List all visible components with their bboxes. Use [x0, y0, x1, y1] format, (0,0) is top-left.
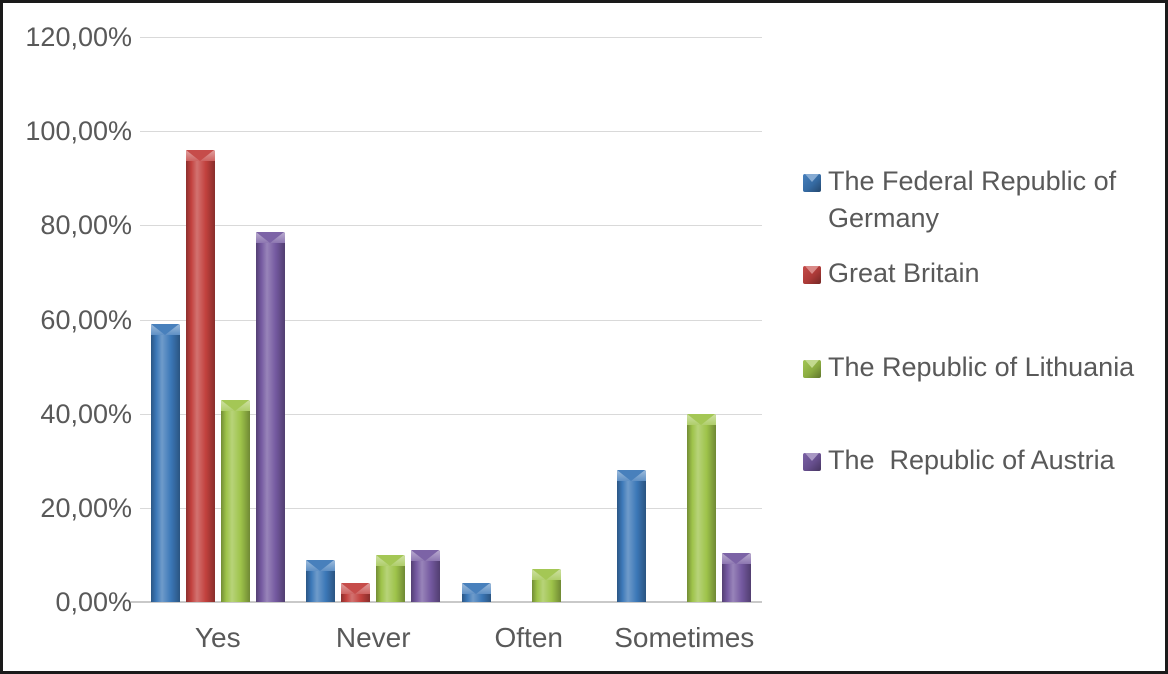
bar-series2-yes: [185, 150, 215, 602]
y-tick-label: 120,00%: [25, 22, 132, 52]
gridline: [140, 225, 762, 227]
bar-bevel-notch: [722, 553, 751, 564]
y-tick-label: 80,00%: [40, 210, 132, 241]
y-tick-label: 100,00%: [25, 116, 132, 147]
legend-label: The Republic of Austria: [828, 445, 1115, 475]
legend-item-series3: The Republic of Lithuania: [803, 349, 1134, 386]
legend-swatch-bevel: [805, 266, 819, 274]
gridline: [140, 507, 762, 509]
y-tick-label: 40,00%: [40, 398, 132, 429]
x-axis-line: [131, 601, 762, 603]
bar-bevel-notch: [617, 470, 646, 481]
legend: The Federal Republic of Germany Great Bri…: [803, 3, 1155, 671]
bar-series3-often: [531, 569, 561, 602]
bar-bevel-notch: [220, 400, 249, 411]
y-tick-label: 60,00%: [40, 304, 132, 335]
bar-series4-yes: [255, 232, 285, 602]
bar-group-yes: [140, 37, 296, 602]
y-tick-label: 20,00%: [40, 492, 132, 523]
legend-item-series2: Great Britain: [803, 255, 980, 292]
bar-bevel-notch: [411, 550, 440, 561]
bar-group-often: [451, 37, 607, 602]
bar-bevel-notch: [376, 555, 405, 566]
legend-swatch-bevel: [805, 174, 819, 182]
legend-item-series1: The Federal Republic of Germany: [803, 163, 1150, 237]
legend-label: The Federal Republic of Germany: [828, 166, 1124, 233]
x-axis: Yes Never Often Sometimes: [140, 619, 762, 659]
bar-group-sometimes: [607, 37, 763, 602]
bar-series3-sometimes: [687, 414, 717, 602]
bar-series1-never: [306, 560, 336, 602]
gridline: [140, 37, 762, 38]
bar-series1-yes: [150, 324, 180, 602]
bar-bevel-notch: [341, 583, 370, 594]
legend-swatch-icon: [803, 453, 821, 471]
bar-series2-never: [341, 583, 371, 602]
bar-series3-never: [376, 555, 406, 602]
bar-series3-yes: [220, 400, 250, 602]
x-tick-label-sometimes: Sometimes: [614, 622, 755, 653]
bar-bevel-notch: [306, 560, 335, 571]
bar-group-never: [296, 37, 452, 602]
legend-label: The Republic of Lithuania: [828, 352, 1135, 382]
bar-series1-sometimes: [617, 470, 647, 602]
bar-bevel-notch: [255, 232, 284, 243]
legend-swatch-bevel: [805, 453, 819, 461]
legend-item-series4: The Republic of Austria: [803, 442, 1115, 479]
gridline: [140, 413, 762, 415]
x-tick-label-often: Often: [494, 622, 563, 653]
x-tick-label-yes: Yes: [194, 622, 241, 653]
x-tick-label-never: Never: [335, 622, 411, 653]
y-tick-label: 0,00%: [55, 587, 132, 617]
y-axis: 120,00% 100,00% 80,00% 60,00% 40,00% 20,00% 0,…: [3, 3, 132, 671]
bar-bevel-notch: [150, 324, 179, 335]
bar-series4-never: [411, 550, 441, 602]
bar-series1-often: [461, 583, 491, 602]
bar-bevel-notch: [185, 150, 214, 161]
gridline: [140, 319, 762, 321]
bar-bevel-notch: [687, 414, 716, 425]
gridline: [140, 131, 762, 133]
legend-swatch-icon: [803, 266, 821, 284]
bar-series4-sometimes: [722, 553, 752, 602]
legend-label: Great Britain: [828, 258, 980, 288]
bar-bevel-notch: [461, 583, 490, 594]
plot-area: [131, 37, 763, 603]
legend-swatch-bevel: [805, 360, 819, 368]
legend-swatch-icon: [803, 360, 821, 378]
legend-swatch-icon: [803, 174, 821, 192]
bar-bevel-notch: [531, 569, 560, 580]
